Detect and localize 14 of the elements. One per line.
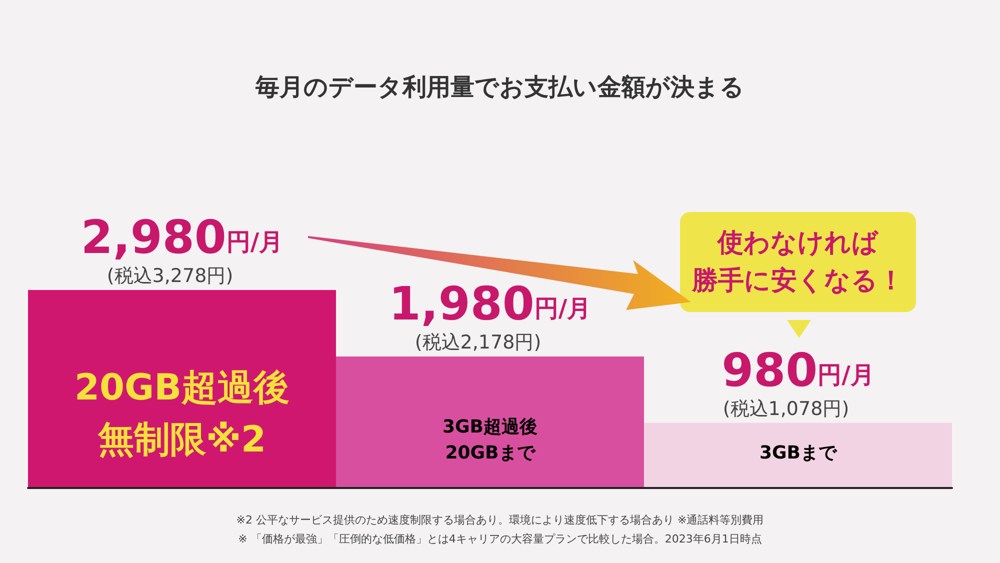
data-label: 1,980円/月 bbox=[388, 276, 592, 330]
x-tick-label: 20GB超過後無制限※2 bbox=[74, 368, 290, 460]
data-label: 2,980円/月 bbox=[80, 210, 284, 264]
text: ※2 公平なサービス提供のため速度制限する場合あり。環境により速度低下する場合あり ※通話料等別費用 bbox=[236, 514, 764, 526]
text: 使わなければ bbox=[716, 228, 880, 258]
text: ※ 「価格が最強」「圧倒的な低価格」とは4キャリアの大容量プランで比較した場合。2023年6月1日時点 bbox=[238, 532, 762, 546]
annotation: (税込1,078円) bbox=[722, 398, 850, 420]
x-tick-label: 3GBまで bbox=[759, 442, 838, 464]
x-tick-label: 3GB超過後 20GBまで bbox=[442, 416, 538, 464]
chart-title: 毎月のデータ利用量でお支払い金額が決まる bbox=[254, 73, 744, 101]
data-label: 980円/月 bbox=[722, 342, 874, 397]
annotation: 勝手に安くなる！ bbox=[691, 266, 904, 296]
annotation: (税込2,178円) bbox=[414, 331, 542, 354]
annotation: (税込3,278円) bbox=[106, 265, 234, 287]
